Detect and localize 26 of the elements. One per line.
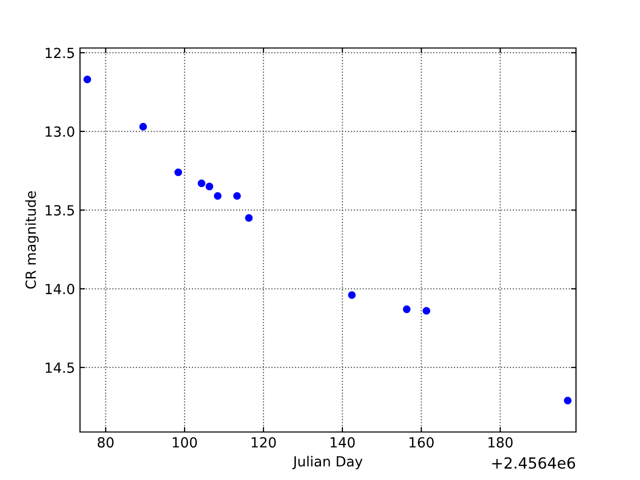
x-tick-label: 100 bbox=[172, 437, 197, 448]
point bbox=[564, 396, 572, 404]
y-tick-label: 13.0 bbox=[46, 126, 74, 137]
point bbox=[233, 192, 241, 200]
x-tick-label: 120 bbox=[252, 437, 276, 448]
x-tick-label: 180 bbox=[488, 437, 513, 448]
point bbox=[245, 214, 253, 222]
point bbox=[348, 291, 356, 299]
point bbox=[174, 168, 182, 176]
point bbox=[139, 122, 147, 131]
x-tick-label: 80 bbox=[98, 437, 114, 448]
y-tick-label: 14.0 bbox=[46, 284, 74, 294]
y-tick-label: 14.5 bbox=[46, 362, 74, 373]
x-axis-title: Julian Day bbox=[292, 456, 362, 470]
point bbox=[214, 192, 222, 200]
point bbox=[206, 182, 214, 190]
text: +2.4564e6 bbox=[492, 457, 576, 469]
y-tick-label: 12.5 bbox=[46, 48, 74, 58]
point bbox=[198, 180, 206, 188]
y-axis-title: CR magnitude bbox=[25, 191, 39, 289]
point bbox=[83, 76, 92, 84]
point bbox=[422, 306, 430, 315]
x-tick-label: 140 bbox=[330, 437, 355, 448]
y-tick-label: 13.5 bbox=[46, 205, 74, 216]
x-tick-label: 160 bbox=[410, 437, 434, 448]
point bbox=[402, 305, 411, 314]
